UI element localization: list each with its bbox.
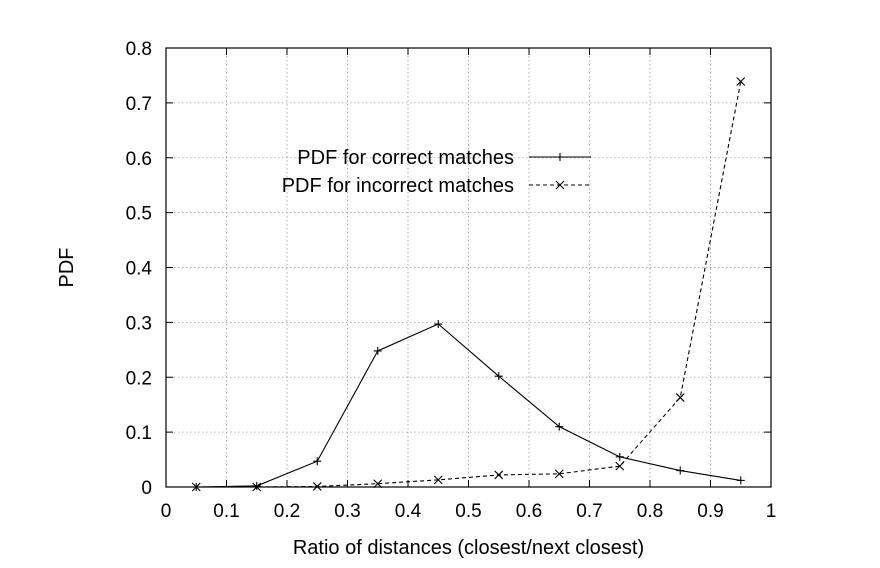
series-line: [196, 81, 742, 488]
legend-label-correct: PDF for correct matches: [297, 147, 514, 169]
y-axis-title: PDF: [56, 248, 78, 288]
y-tick-label: 0.5: [126, 204, 152, 225]
y-tick-label: 0.6: [126, 149, 152, 170]
x-tick-label: 0.4: [395, 501, 422, 522]
x-tick-label: 0.2: [274, 501, 300, 522]
data-point: [675, 393, 685, 402]
data-point: [312, 482, 322, 491]
series-layer: [191, 77, 746, 492]
data-point: [191, 482, 201, 492]
data-point: [555, 422, 564, 431]
data-point: [433, 475, 443, 485]
y-tick-label: 0: [141, 478, 152, 499]
legend-marker: [555, 180, 565, 190]
grid: [166, 48, 771, 487]
legend: PDF for correct matches PDF for incorrec…: [282, 147, 591, 197]
data-point: [676, 466, 685, 475]
x-tick-label: 0.1: [213, 501, 239, 522]
data-point: [494, 372, 503, 381]
legend-marker: [556, 153, 564, 161]
data-point: [313, 457, 322, 466]
x-tick-label: 0: [161, 501, 172, 522]
data-point: [736, 77, 746, 86]
tick-marks: [165, 47, 772, 488]
data-point: [373, 346, 382, 355]
data-point: [494, 470, 504, 480]
x-tick-label: 0.3: [334, 501, 360, 522]
data-point: [615, 452, 624, 461]
y-tick-label: 0.1: [126, 423, 152, 444]
data-point: [615, 461, 625, 471]
series-incorrect: [191, 77, 746, 492]
x-axis-title: Ratio of distances (closest/next closest…: [293, 537, 644, 559]
x-tick-label: 0.5: [455, 501, 481, 522]
x-tick-label: 0.9: [697, 501, 723, 522]
y-tick-label: 0.4: [126, 259, 153, 280]
data-point: [554, 469, 564, 479]
y-tick-label: 0.8: [126, 39, 152, 60]
x-tick-label: 0.6: [516, 501, 542, 522]
data-point: [434, 320, 443, 329]
x-tick-label: 0.7: [576, 501, 602, 522]
data-point: [736, 476, 745, 485]
data-point: [373, 479, 383, 489]
data-point: [252, 482, 262, 492]
y-tick-label: 0.7: [126, 94, 152, 115]
series-line: [196, 323, 741, 488]
y-tick-label: 0.3: [126, 313, 152, 334]
data-point: [252, 481, 261, 490]
x-tick-label: 0.8: [637, 501, 663, 522]
y-tick-label: 0.2: [126, 368, 152, 389]
legend-label-incorrect: PDF for incorrect matches: [282, 175, 514, 197]
x-tick-label: 1: [766, 501, 777, 522]
x-tick-labels: 0 0.1 0.2 0.3 0.4 0.5 0.6 0.7 0.8 0.9 1: [161, 501, 777, 522]
y-tick-labels: 0 0.1 0.2 0.3 0.4 0.5 0.6 0.7 0.8: [126, 39, 153, 499]
